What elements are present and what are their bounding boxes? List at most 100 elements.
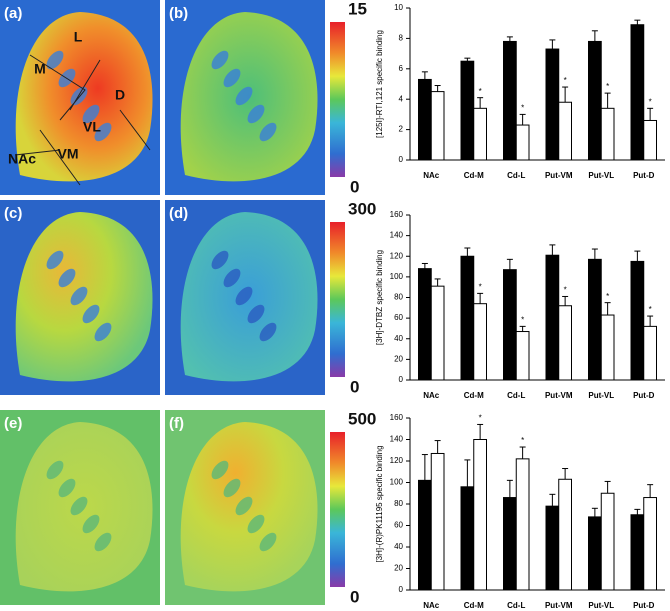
x-tick-label: Put-D bbox=[633, 171, 655, 180]
bar bbox=[473, 439, 487, 591]
color-scale bbox=[330, 222, 345, 377]
scale-max: 15 bbox=[348, 0, 367, 18]
x-tick-label: Cd-M bbox=[464, 601, 484, 610]
white-matter-island bbox=[94, 322, 112, 342]
y-axis-label: [3H]-DTBZ specific binding bbox=[375, 250, 384, 345]
bar bbox=[545, 505, 560, 591]
y-tick-label: 100 bbox=[390, 272, 404, 281]
bar bbox=[460, 486, 475, 591]
white-matter-island bbox=[82, 104, 100, 124]
x-tick-label: Put-VL bbox=[588, 601, 614, 610]
white-matter-island bbox=[223, 268, 241, 288]
y-tick-label: 160 bbox=[390, 413, 404, 422]
white-matter-island bbox=[82, 514, 100, 534]
bar bbox=[545, 254, 560, 381]
y-tick-label: 40 bbox=[394, 334, 403, 343]
scale-min: 0 bbox=[350, 587, 359, 606]
bar bbox=[503, 40, 517, 161]
bar bbox=[630, 260, 645, 381]
significance-star: * bbox=[521, 104, 524, 113]
bar bbox=[430, 91, 445, 161]
bar bbox=[630, 24, 645, 161]
color-scale bbox=[330, 432, 345, 587]
panel-label: (f) bbox=[169, 415, 184, 432]
bar bbox=[643, 119, 657, 161]
x-tick-label: NAc bbox=[423, 391, 440, 400]
white-matter-island bbox=[94, 532, 112, 552]
bar bbox=[430, 452, 445, 591]
significance-star: * bbox=[606, 82, 609, 91]
bar bbox=[418, 268, 432, 381]
y-tick-label: 6 bbox=[399, 64, 404, 73]
panel-label: (e) bbox=[4, 415, 22, 432]
x-tick-label: Put-VM bbox=[545, 601, 573, 610]
x-tick-label: Cd-L bbox=[507, 601, 525, 610]
white-matter-island bbox=[211, 50, 229, 70]
bar bbox=[558, 478, 572, 591]
white-matter-island bbox=[235, 496, 253, 516]
significance-star: * bbox=[479, 87, 482, 96]
white-matter-island bbox=[46, 460, 64, 480]
white-matter-island bbox=[247, 514, 265, 534]
bar bbox=[430, 285, 445, 381]
region-label: L bbox=[74, 29, 83, 45]
panel-label: (a) bbox=[4, 5, 22, 22]
significance-star: * bbox=[479, 414, 482, 423]
significance-star: * bbox=[521, 436, 524, 445]
y-tick-label: 10 bbox=[394, 3, 403, 12]
panel-label: (c) bbox=[4, 205, 22, 222]
y-tick-label: 160 bbox=[390, 210, 404, 219]
bar bbox=[588, 258, 602, 381]
x-tick-label: Put-D bbox=[633, 601, 655, 610]
bar bbox=[588, 516, 602, 591]
bar bbox=[515, 458, 530, 591]
bar bbox=[545, 48, 560, 161]
bar bbox=[418, 479, 432, 591]
white-matter-island bbox=[94, 122, 112, 142]
bar bbox=[600, 107, 615, 161]
scale-min: 0 bbox=[350, 177, 359, 196]
significance-star: * bbox=[606, 292, 609, 301]
white-matter-island bbox=[211, 460, 229, 480]
white-matter-island bbox=[223, 68, 241, 88]
significance-star: * bbox=[649, 305, 652, 314]
x-tick-label: Cd-M bbox=[464, 171, 484, 180]
bar bbox=[460, 255, 475, 381]
y-tick-label: 120 bbox=[390, 251, 404, 260]
bar bbox=[460, 60, 475, 161]
white-matter-island bbox=[247, 304, 265, 324]
significance-star: * bbox=[649, 97, 652, 106]
y-axis-label: [125I]-RTI,121 specific binding bbox=[375, 30, 384, 138]
bar bbox=[515, 331, 530, 381]
white-matter-island bbox=[259, 532, 277, 552]
white-matter-island bbox=[70, 286, 88, 306]
x-tick-label: Cd-M bbox=[464, 391, 484, 400]
bar bbox=[600, 492, 615, 591]
y-tick-label: 0 bbox=[399, 375, 404, 384]
y-tick-label: 60 bbox=[394, 313, 403, 322]
scale-min: 0 bbox=[350, 377, 359, 396]
significance-star: * bbox=[564, 76, 567, 85]
y-tick-label: 2 bbox=[399, 125, 404, 134]
region-label: M bbox=[34, 61, 46, 77]
scale-max: 300 bbox=[348, 199, 376, 218]
bar bbox=[630, 514, 645, 591]
x-tick-label: Put-VM bbox=[545, 171, 573, 180]
white-matter-island bbox=[46, 250, 64, 270]
panel-label: (d) bbox=[169, 205, 188, 222]
region-label: VL bbox=[83, 119, 101, 135]
white-matter-island bbox=[82, 304, 100, 324]
white-matter-island bbox=[235, 86, 253, 106]
y-tick-label: 80 bbox=[394, 499, 403, 508]
region-boundary bbox=[14, 54, 151, 186]
bar bbox=[588, 40, 602, 161]
y-tick-label: 60 bbox=[394, 521, 403, 530]
x-tick-label: Put-VM bbox=[545, 391, 573, 400]
y-tick-label: 20 bbox=[394, 564, 403, 573]
y-tick-label: 40 bbox=[394, 542, 403, 551]
bar bbox=[643, 497, 657, 591]
x-tick-label: Cd-L bbox=[507, 391, 525, 400]
bar bbox=[503, 269, 517, 381]
scale-max: 500 bbox=[348, 409, 376, 428]
